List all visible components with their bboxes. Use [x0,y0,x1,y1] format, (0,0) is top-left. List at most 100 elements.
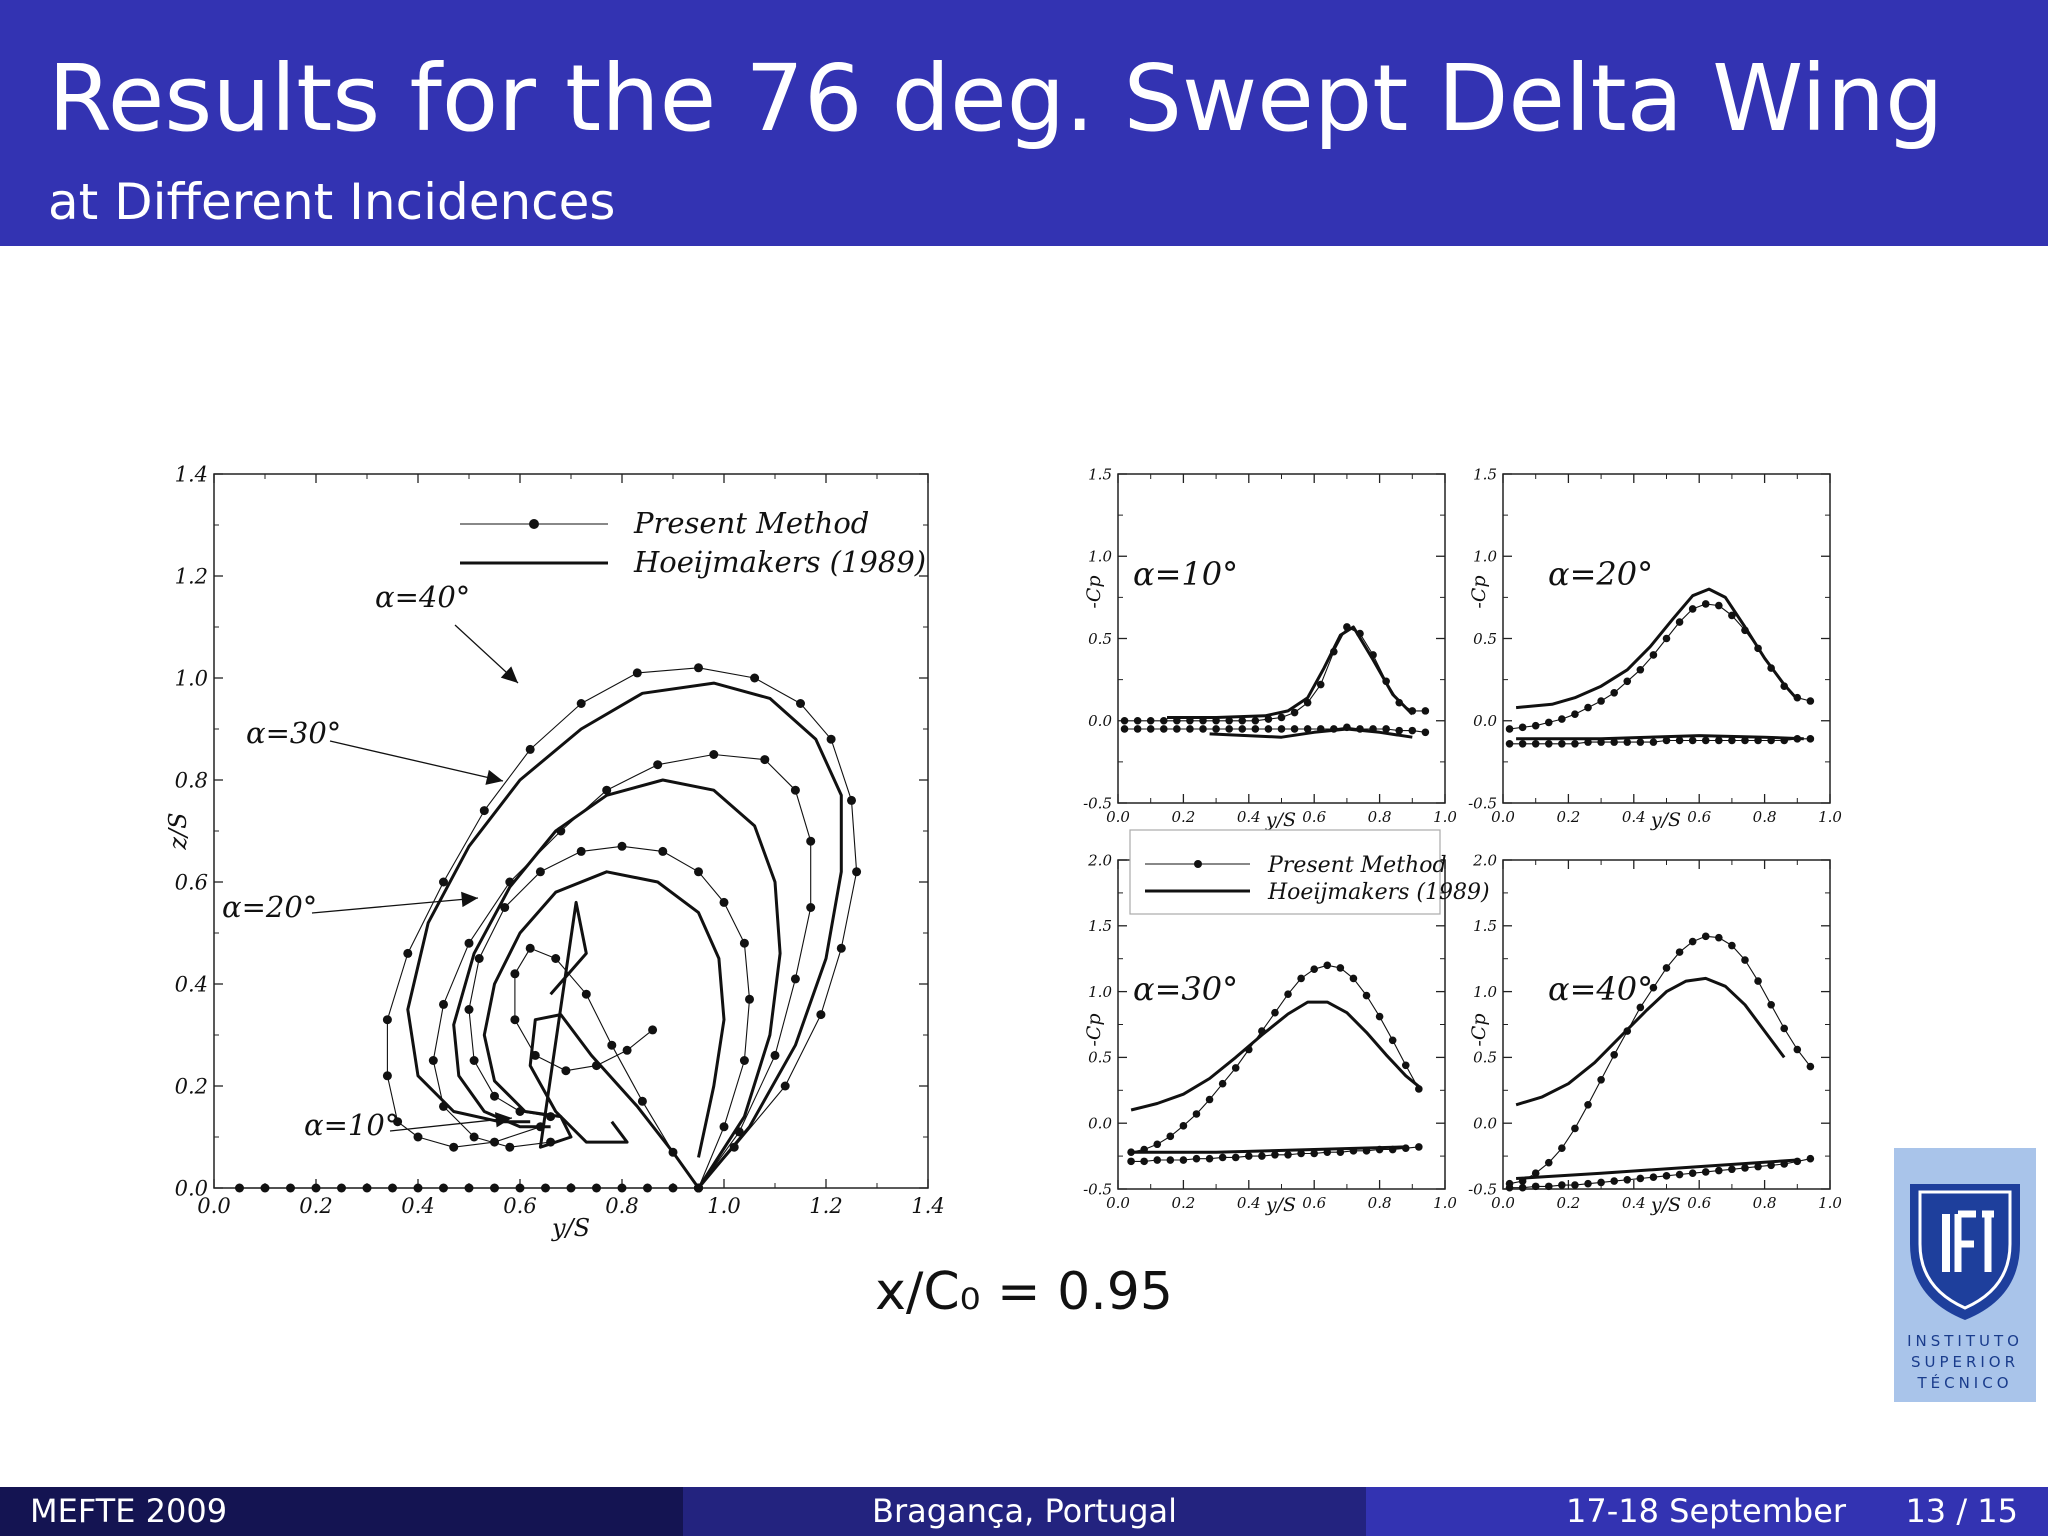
data-point [1767,1000,1775,1009]
slide-subtitle: at Different Incidences [48,173,616,231]
data-point [1290,708,1299,717]
data-point [1584,1179,1592,1188]
data-point [1610,688,1618,697]
footer-event: MEFTE 2009 [30,1492,228,1530]
hoeijmakers-line [452,778,782,1189]
data-point [1133,725,1142,733]
data-point [464,1005,474,1014]
data-point [1179,1156,1188,1164]
data-point [561,1066,571,1076]
y-tick-label: 0.0 [1473,1114,1497,1132]
data-point [1741,1164,1749,1172]
data-point [694,663,703,673]
data-point [1741,736,1749,745]
data-point [1271,1150,1279,1159]
data-point [1258,1152,1266,1160]
legend-present-dot [1194,860,1202,868]
data-point [1421,728,1430,737]
data-point [1205,1154,1214,1163]
y-tick-label: 1.0 [1473,983,1497,1001]
data-point [719,1122,729,1132]
data-point [1277,713,1286,722]
panel-alpha-label: α=10° [1133,555,1238,593]
data-point [1133,716,1142,725]
x-tick-label: 0.2 [1556,1194,1580,1212]
data-point [1610,1050,1618,1059]
data-point [1754,1162,1762,1171]
data-point [1675,1170,1684,1179]
data-point [1636,665,1645,674]
legend-present-label: Present Method [1267,853,1447,878]
data-point [1610,738,1618,746]
x-tick-label: 0.8 [1368,808,1392,826]
data-point [1754,977,1762,985]
y-tick-label: -0.5 [1468,794,1497,812]
data-point [337,1183,346,1193]
ist-shield-icon [1910,1184,2020,1320]
slide-header: Results for the 76 deg. Swept Delta Wing… [0,0,2048,246]
data-point [1754,736,1762,745]
hoeijmakers-line [1515,976,1786,1107]
data-point [1238,725,1247,733]
data-point [796,699,805,708]
data-point [1558,1144,1566,1153]
data-point [1415,1143,1423,1151]
data-point [311,1183,321,1193]
data-point [1728,611,1736,620]
x-tick-label: 0.4 [1622,1194,1646,1212]
logo-line: SUPERIOR [1910,1353,2020,1371]
data-point [388,1183,397,1193]
panel-alpha-label: α=20° [1548,555,1653,593]
x-tick-label: 0.8 [1753,1194,1777,1212]
x-tick-label: 0.8 [605,1194,638,1218]
data-point [1544,718,1553,727]
data-point [1688,736,1697,745]
data-point [1780,1024,1789,1033]
data-point [1388,1036,1397,1045]
data-point [1153,1156,1162,1164]
y-tick-label: 0.4 [175,972,208,996]
data-point [1505,739,1514,748]
data-point [576,699,586,708]
cp-panel-3: 0.0 0.2 0.4 0.6 0.8 1.0-0.50.00.51.01.52.0y/S… [1083,851,1457,1216]
legend-hoeijmakers-label: Hoeijmakers (1989) [1267,880,1490,905]
data-point [1505,1183,1514,1192]
footer-center: Bragança, Portugal [683,1487,1366,1536]
data-point [1675,736,1684,745]
x-tick-label: 0.6 [1687,808,1711,826]
data-point [1179,1122,1188,1130]
data-point [1212,725,1220,733]
data-point [1649,651,1658,659]
data-point [1199,725,1207,733]
data-point [1649,983,1658,992]
hoeijmakers-line [1516,734,1804,741]
y-tick-label: 0.5 [1473,630,1497,648]
legend-box [1129,829,1441,915]
legend-present-label: Present Method [633,506,869,540]
data-point [1415,1085,1423,1093]
data-point [413,1132,423,1142]
data-point [1245,1152,1253,1160]
ist-logo: INSTITUTO SUPERIOR TÉCNICO [1894,1148,2036,1402]
data-point [1675,618,1684,626]
x-tick-label: 0.0 [1106,808,1130,826]
data-point [1205,1095,1214,1104]
data-point [1675,948,1684,956]
data-point [525,744,535,754]
data-point [790,974,800,984]
y-tick-label: -0.5 [1468,1180,1497,1198]
data-point [1649,1173,1658,1181]
data-point [551,954,561,963]
data-point [1806,1062,1815,1071]
data-point [1382,725,1390,733]
annotation-arrow [329,740,504,782]
y-axis-label: -Cp [1468,575,1490,608]
data-point [1584,703,1592,712]
data-point [1186,725,1194,733]
data-point [770,1050,780,1060]
data-point [1297,1149,1305,1158]
data-point [1662,736,1671,745]
data-point [515,1183,525,1193]
y-tick-label: 0.0 [1088,712,1112,730]
data-point [479,806,489,816]
